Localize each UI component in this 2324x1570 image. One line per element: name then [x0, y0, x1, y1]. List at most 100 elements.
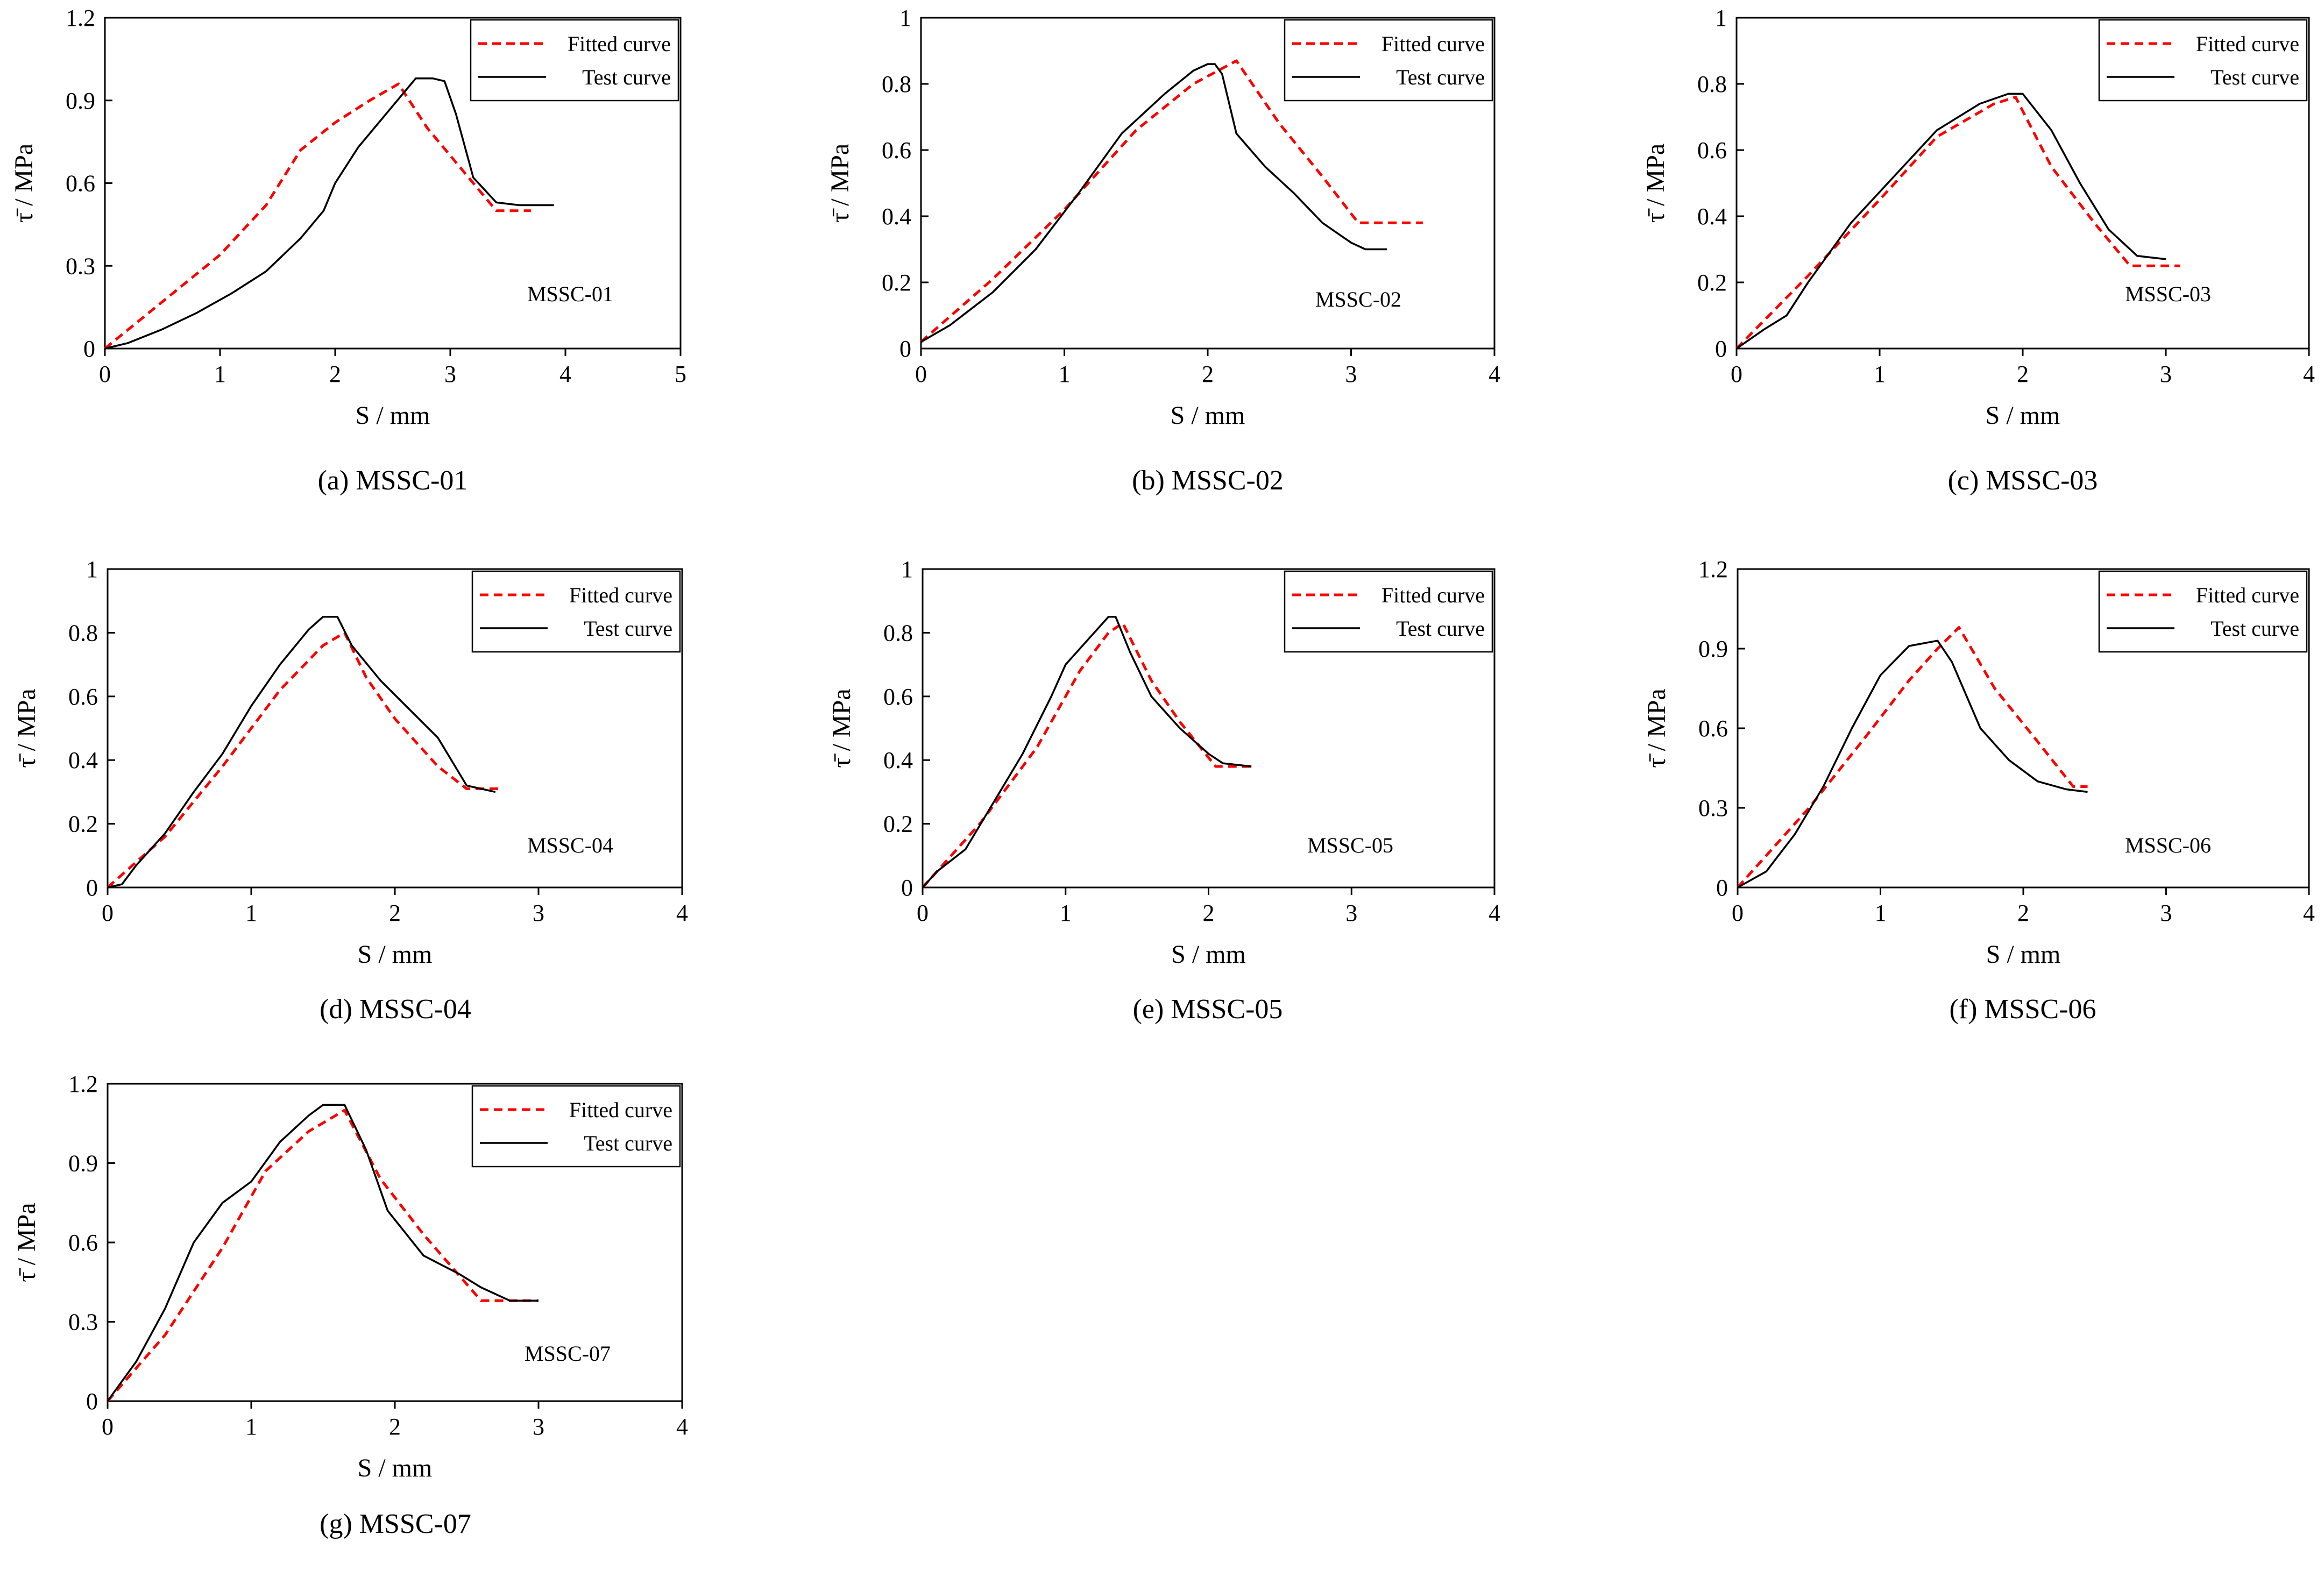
y-tick-label: 0.8	[883, 620, 913, 646]
y-tick-label: 0.6	[68, 1230, 98, 1256]
x-axis-label: S / mm	[1986, 940, 2061, 969]
y-axis-label: τ̄ / MPa	[12, 688, 41, 768]
x-tick-label: 3	[533, 900, 544, 926]
test-curve-line	[107, 616, 496, 889]
test-curve-line	[1737, 640, 2088, 889]
chart-panel-a: 0 0.3 0.6 0.9 1.2 0 1 2 3 4 5 S / mm τ̄ / MPa Fitted …	[10, 5, 686, 496]
y-tick-label: 0.9	[68, 1150, 98, 1177]
y-tick-label: 0.8	[882, 71, 911, 97]
panel-caption: (b) MSSC-02	[1132, 465, 1284, 496]
y-tick-label: 0	[86, 875, 98, 901]
y-tick-label: 0.8	[68, 620, 98, 646]
legend-fitted-label: Fitted curve	[569, 583, 672, 607]
y-tick-label: 0.9	[66, 88, 95, 114]
x-tick-label: 1	[1060, 900, 1072, 926]
chart-panel-b: 0 0.2 0.4 0.6 0.8 1 0 1 2 3 4 S / mm τ̄ / MPa Fitted …	[826, 5, 1500, 496]
legend-box	[2098, 19, 2308, 102]
legend-fitted-label: Fitted curve	[1381, 583, 1485, 607]
x-tick-label: 2	[2017, 361, 2029, 387]
y-tick-label: 0.6	[883, 684, 913, 710]
x-tick-label: 1	[214, 361, 226, 387]
test-curve-line	[104, 77, 554, 350]
legend-test-label: Test curve	[1396, 65, 1485, 89]
y-tick-label: 0.3	[66, 253, 95, 279]
x-tick-label: 0	[917, 900, 929, 926]
y-tick-label: 0.2	[68, 811, 98, 837]
x-tick-label: 3	[444, 361, 456, 387]
chart-panel-c: 0 0.2 0.4 0.6 0.8 1 0 1 2 3 4 S / mm τ̄ / MPa Fitted …	[1641, 5, 2315, 496]
x-tick-label: 4	[676, 1413, 688, 1440]
legend-fitted-label: Fitted curve	[2196, 583, 2299, 607]
specimen-label: MSSC-05	[1307, 833, 1393, 857]
x-axis-label: S / mm	[356, 401, 430, 430]
x-tick-label: 0	[102, 900, 114, 926]
specimen-label: MSSC-03	[2125, 282, 2211, 306]
fitted-curve-line	[1737, 626, 2088, 889]
legend-test-label: Test curve	[2210, 616, 2299, 641]
y-tick-label: 0.4	[68, 747, 98, 773]
x-tick-label: 4	[2303, 900, 2315, 926]
x-tick-label: 1	[1875, 900, 1887, 926]
panel-caption: (e) MSSC-05	[1133, 994, 1283, 1025]
x-tick-label: 2	[329, 361, 341, 387]
x-axis-label: S / mm	[1171, 401, 1245, 430]
y-tick-label: 0.4	[882, 203, 911, 230]
legend-test-label: Test curve	[1396, 616, 1485, 641]
y-tick-label: 1	[901, 556, 913, 582]
y-tick-label: 0.8	[1697, 71, 1727, 97]
specimen-label: MSSC-01	[527, 282, 613, 306]
test-curve-line	[107, 1104, 539, 1402]
fitted-curve-line	[107, 631, 503, 889]
y-tick-label: 0	[1715, 336, 1727, 362]
legend-box	[1284, 570, 1493, 653]
y-tick-label: 0.9	[1698, 636, 1728, 662]
y-tick-label: 0.4	[1697, 203, 1727, 230]
y-tick-label: 0	[86, 1388, 98, 1415]
legend-test-label: Test curve	[584, 1131, 672, 1155]
legend-box	[2098, 570, 2308, 653]
panel-caption: (c) MSSC-03	[1948, 465, 2098, 496]
x-axis-label: S / mm	[1986, 401, 2060, 430]
panel-caption: (d) MSSC-04	[320, 994, 471, 1025]
x-tick-label: 2	[389, 900, 401, 926]
y-axis-label: τ̄ / MPa	[1642, 688, 1671, 768]
legend-fitted-label: Fitted curve	[568, 32, 671, 56]
y-tick-label: 0.2	[882, 269, 911, 296]
x-tick-label: 4	[2303, 361, 2315, 387]
y-axis-label: τ̄ / MPa	[827, 688, 856, 768]
y-tick-label: 1	[899, 5, 911, 31]
x-tick-label: 1	[1059, 361, 1071, 387]
y-axis-label: τ̄ / MPa	[826, 144, 854, 223]
legend-box	[471, 570, 681, 653]
x-tick-label: 0	[1731, 361, 1742, 387]
test-curve-line	[920, 63, 1387, 343]
legend-test-label: Test curve	[2210, 65, 2299, 89]
y-tick-label: 1.2	[1698, 556, 1728, 582]
x-tick-label: 2	[2017, 900, 2029, 926]
legend-fitted-label: Fitted curve	[2196, 32, 2299, 56]
y-tick-label: 0.2	[883, 811, 913, 837]
specimen-label: MSSC-02	[1315, 287, 1401, 311]
y-axis-label: τ̄ / MPa	[10, 144, 38, 223]
legend-box	[470, 19, 679, 102]
y-axis-label: τ̄ / MPa	[1641, 144, 1670, 223]
y-tick-label: 1	[86, 556, 98, 582]
x-tick-label: 3	[2160, 900, 2172, 926]
x-tick-label: 3	[533, 1413, 544, 1440]
x-tick-label: 4	[1489, 900, 1500, 926]
x-tick-label: 1	[1874, 361, 1886, 387]
x-tick-label: 2	[1203, 900, 1215, 926]
legend-box	[471, 1085, 681, 1168]
legend-test-label: Test curve	[582, 65, 671, 89]
x-tick-label: 1	[245, 900, 257, 926]
y-tick-label: 0.6	[68, 684, 98, 710]
y-tick-label: 0.6	[66, 171, 95, 197]
chart-panel-g: 0 0.3 0.6 0.9 1.2 0 1 2 3 4 S / mm τ̄ / MPa Fitted c…	[12, 1071, 688, 1539]
y-tick-label: 1	[1715, 5, 1727, 31]
y-tick-label: 0	[83, 336, 95, 362]
specimen-label: MSSC-07	[525, 1341, 611, 1366]
fitted-curve-line	[920, 59, 1423, 343]
legend-fitted-label: Fitted curve	[1381, 32, 1485, 56]
panel-caption: (g) MSSC-07	[320, 1509, 471, 1539]
